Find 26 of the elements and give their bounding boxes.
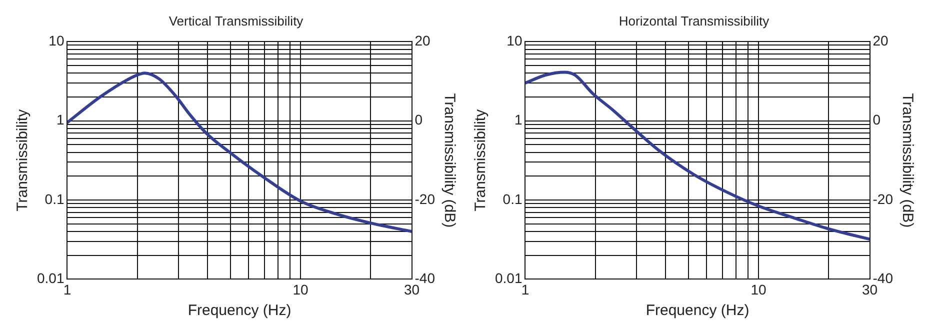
x-tick-label: 30 [862,281,878,298]
x-tick-label: 30 [404,281,420,298]
y-tick-label: 0.01 [495,270,522,286]
y-axis-title: Transmissibility [472,108,490,212]
y-tick-label: 0.1 [502,190,522,207]
y-tick-label: 0.1 [44,190,64,207]
y-tick-label: 10 [506,32,522,48]
x-axis-title: Frequency (Hz) [188,302,292,320]
x-tick-label: 10 [292,281,308,298]
y-tick-label: 1 [56,112,64,128]
y2-tick-label: 0 [872,112,881,128]
y2-axis-title: Transmissibility (dB) [898,93,916,228]
x-tick-label: 10 [750,281,766,298]
y2-tick-label: -20 [872,190,894,207]
x-axis-title: Frequency (Hz) [646,302,750,320]
y2-tick-label: 20 [414,32,431,48]
y2-tick-label: 0 [414,112,423,128]
y2-tick-label: 20 [872,32,889,48]
y-tick-label: 0.01 [37,270,64,286]
y-tick-label: 10 [48,32,64,48]
y2-tick-label: -20 [414,190,436,207]
chart-title: Vertical Transmissibility [168,13,304,28]
y-tick-label: 1 [514,112,522,128]
chart-title: Horizontal Transmissibility [618,13,770,28]
y2-axis-title: Transmissibility (dB) [440,93,458,228]
y-axis-title: Transmissibility [14,108,32,212]
